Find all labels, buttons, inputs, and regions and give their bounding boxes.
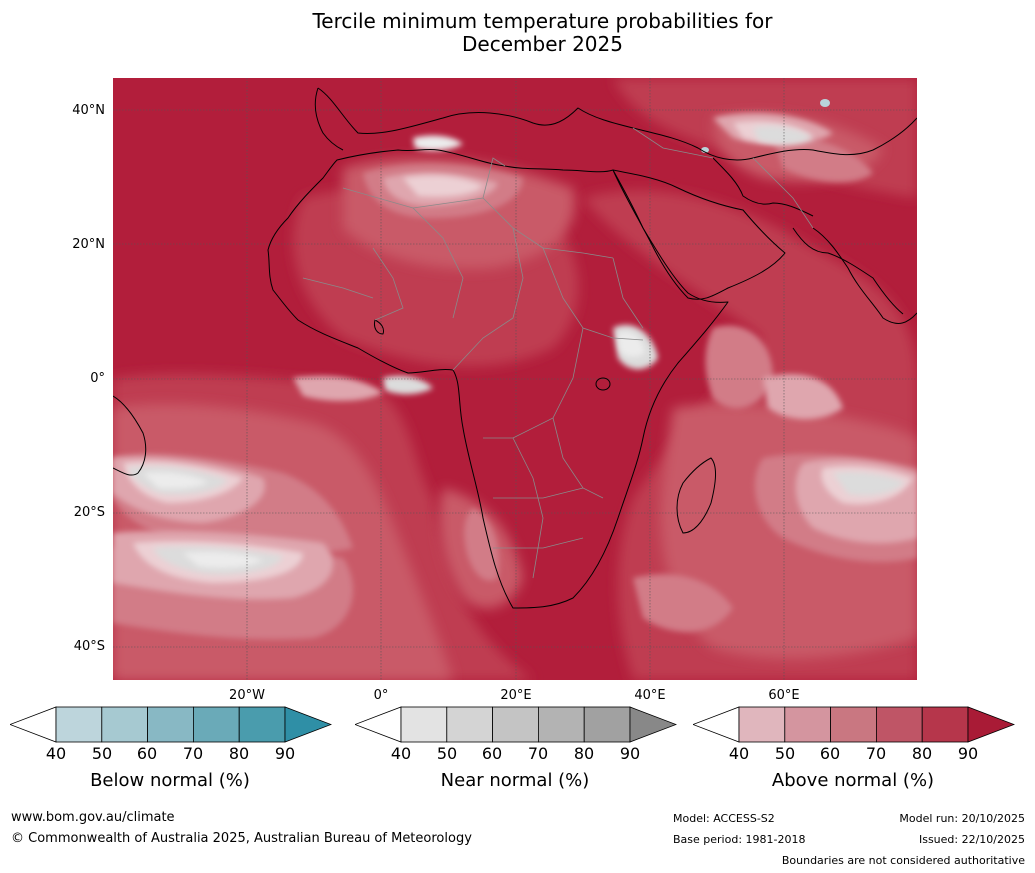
- south-america-coastline: [113, 395, 147, 476]
- legend-above-tick: 90: [957, 744, 979, 763]
- title-line-2: December 2025: [462, 32, 623, 56]
- colorbar-cell: [446, 706, 494, 743]
- lon-label-20w: 20°W: [229, 688, 265, 703]
- legend-near-colorbar: [353, 706, 678, 743]
- legend-above-tick: 80: [911, 744, 933, 763]
- legend-below-tick: 60: [136, 744, 158, 763]
- colorbar-cell: [147, 706, 194, 743]
- madagascar-coastline: [676, 457, 716, 534]
- colorbar-cell: [875, 706, 923, 743]
- colorbar-cell: [583, 706, 631, 743]
- legend-below-normal: 40 50 60 70 80 90 Below normal (%): [8, 706, 333, 806]
- legend-below-tick: 80: [228, 744, 250, 763]
- legend-above-colorbar: [691, 706, 1016, 743]
- colorbar-cell: [400, 706, 448, 743]
- iberia-coastline: [314, 87, 344, 151]
- lake-volta: [374, 319, 384, 335]
- lat-label-equator: 0°: [90, 371, 105, 386]
- legend-near-caption: Near normal (%): [440, 770, 590, 791]
- copyright-text: © Commonwealth of Australia 2025, Austra…: [11, 831, 472, 846]
- legend-above-normal: 40 50 60 70 80 90 Above normal (%): [691, 706, 1016, 806]
- legend-near-tick: 60: [481, 744, 503, 763]
- colorbar-cell: [101, 706, 149, 743]
- model-info: Model: ACCESS-S2: [673, 812, 775, 825]
- coastlines: [267, 87, 917, 609]
- map-title: Tercile minimum temperature probabilitie…: [0, 10, 1035, 56]
- legend-above-tick: 70: [865, 744, 887, 763]
- colorbar-extend-low: [8, 706, 57, 743]
- colorbar-cell: [830, 706, 877, 743]
- lat-label-40s: 40°S: [73, 639, 105, 654]
- legend-near-tick: 90: [619, 744, 641, 763]
- colorbar-cell: [738, 706, 786, 743]
- colorbar-cell: [55, 706, 103, 743]
- colorbar-cell: [492, 706, 539, 743]
- india-coastline: [812, 227, 917, 324]
- legend-above-tick: 40: [728, 744, 750, 763]
- legend-near-tick: 50: [436, 744, 458, 763]
- legend-near-tick: 70: [527, 744, 549, 763]
- colorbar-extend-high: [284, 706, 333, 743]
- website-link[interactable]: www.bom.gov.au/climate: [11, 810, 175, 825]
- field-near-normal-light: [143, 135, 645, 568]
- lat-label-40n: 40°N: [72, 103, 105, 118]
- colorbar-extend-low: [691, 706, 740, 743]
- colorbar-cell: [192, 706, 240, 743]
- europe-coastline: [317, 87, 917, 161]
- colorbar-cell: [921, 706, 969, 743]
- lake-victoria: [595, 377, 611, 391]
- legend-near-normal: 40 50 60 70 80 90 Near normal (%): [353, 706, 678, 806]
- legend-near-tick: 40: [390, 744, 412, 763]
- legend-below-colorbar: [8, 706, 333, 743]
- disclaimer-text: Boundaries are not considered authoritat…: [781, 854, 1025, 867]
- lon-label-0: 0°: [373, 688, 389, 703]
- issued-info: Issued: 22/10/2025: [918, 833, 1025, 846]
- graticule: [113, 78, 917, 680]
- legend-below-tick: 40: [45, 744, 67, 763]
- lon-label-40e: 40°E: [634, 688, 666, 703]
- legend-above-tick: 60: [819, 744, 841, 763]
- africa-coastline: [267, 148, 729, 609]
- base-period-info: Base period: 1981-2018: [673, 833, 806, 846]
- map-svg: [113, 78, 917, 680]
- colorbar-cell: [238, 706, 286, 743]
- legend-below-caption: Below normal (%): [90, 770, 250, 791]
- colorbar-extend-high: [629, 706, 678, 743]
- lat-label-20s: 20°S: [73, 505, 105, 520]
- lon-label-20e: 20°E: [500, 688, 532, 703]
- colorbar-extend-low: [353, 706, 402, 743]
- legend-below-tick: 50: [91, 744, 113, 763]
- legend-below-tick: 90: [274, 744, 296, 763]
- legend-near-tick: 80: [573, 744, 595, 763]
- colorbar-cell: [537, 706, 585, 743]
- model-run-info: Model run: 20/10/2025: [899, 812, 1025, 825]
- lat-label-20n: 20°N: [72, 237, 105, 252]
- arabia-coastline: [612, 169, 786, 300]
- lon-label-60e: 60°E: [768, 688, 800, 703]
- title-line-1: Tercile minimum temperature probabilitie…: [312, 9, 773, 33]
- country-borders: [302, 127, 814, 579]
- probability-map: [113, 78, 917, 680]
- colorbar-extend-high: [967, 706, 1016, 743]
- india-west-coastline: [792, 227, 904, 315]
- legend-below-tick: 70: [182, 744, 204, 763]
- legend-above-tick: 50: [774, 744, 796, 763]
- gulf-coastline: [712, 157, 814, 217]
- colorbar-cell: [784, 706, 832, 743]
- legend-above-caption: Above normal (%): [771, 770, 935, 791]
